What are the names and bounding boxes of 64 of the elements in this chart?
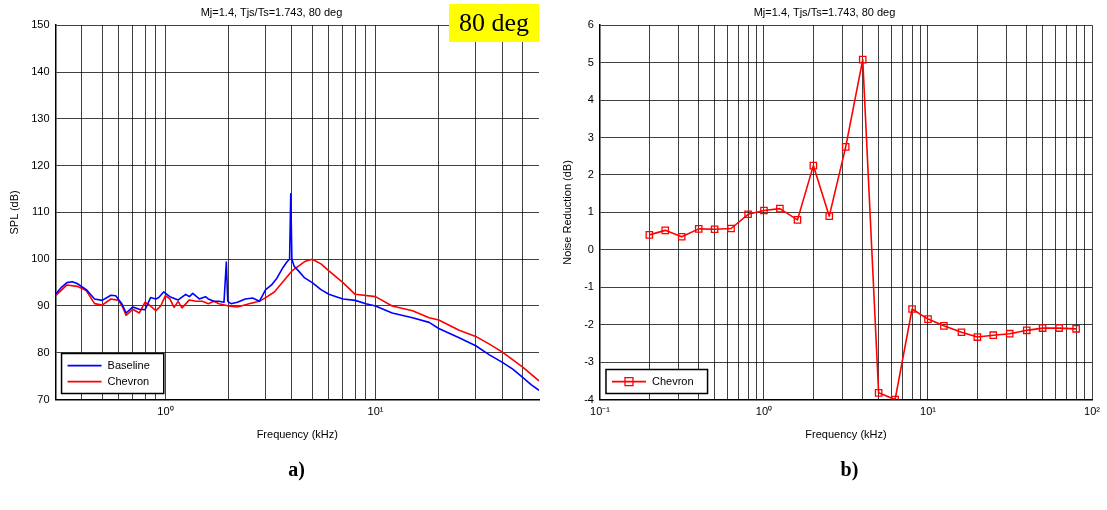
- x-tick-label: 10⁰: [755, 405, 773, 418]
- y-tick-label: 2: [587, 167, 594, 180]
- point: [776, 204, 784, 213]
- y-tick-label: 6: [587, 18, 594, 31]
- y-tick-label: 150: [31, 18, 50, 31]
- y-tick-label: 1: [587, 205, 594, 218]
- annotation: 80 deg: [448, 4, 539, 42]
- y-tick-label: -1: [584, 280, 594, 293]
- legend-label: Chevron: [651, 374, 694, 387]
- x-axis-title: Frequency (kHz): [805, 428, 887, 441]
- point: [940, 322, 948, 330]
- y-tick-label: 90: [37, 299, 50, 312]
- y-tick-label: 80: [37, 345, 50, 358]
- point: [1022, 326, 1031, 335]
- y-tick-label: 130: [31, 111, 50, 124]
- point: [1005, 329, 1014, 338]
- point: [694, 225, 703, 233]
- x-tick-label: 10¹: [920, 405, 937, 418]
- y-axis-title: SPL (dB): [7, 190, 20, 235]
- y-tick-label: 0: [587, 242, 594, 255]
- point: [727, 224, 735, 233]
- point: [924, 315, 932, 323]
- point: [677, 232, 686, 241]
- point: [908, 305, 916, 313]
- y-tick-label: 110: [32, 205, 50, 218]
- x-tick-label: 10⁻¹: [590, 405, 611, 418]
- point: [744, 210, 752, 219]
- y-tick-label: -3: [584, 355, 594, 368]
- y-tick-label: 4: [587, 93, 594, 106]
- point: [825, 212, 834, 220]
- legend-label: Chevron: [107, 374, 150, 387]
- text: a): [287, 458, 306, 481]
- point: [1038, 324, 1047, 332]
- point: [1072, 325, 1080, 333]
- point: [858, 55, 867, 64]
- y-tick-label: 100: [31, 252, 50, 265]
- x-axis-title: Frequency (kHz): [256, 428, 338, 441]
- x-tick-label: 10²: [1084, 405, 1101, 418]
- point: [760, 206, 768, 215]
- y-tick-label: -4: [584, 392, 594, 405]
- point: [1055, 324, 1063, 332]
- chart-title: Mj=1.4, Tjs/Ts=1.743, 80 deg: [200, 5, 343, 18]
- point: [645, 231, 654, 239]
- point: [809, 161, 818, 170]
- x-tick-label: 10⁰: [157, 405, 174, 418]
- point: [957, 328, 966, 337]
- x-tick-label: 10¹: [367, 405, 384, 418]
- y-tick-label: 5: [587, 55, 594, 68]
- point: [841, 143, 850, 151]
- text: b): [839, 458, 860, 481]
- y-tick-label: -2: [584, 317, 594, 330]
- y-tick-label: 120: [31, 158, 50, 171]
- y-tick-label: 3: [587, 130, 594, 143]
- point: [661, 226, 670, 235]
- legend-label: Baseline: [107, 358, 150, 371]
- chart-title: Mj=1.4, Tjs/Ts=1.743, 80 deg: [753, 5, 896, 18]
- y-tick-label: 140: [31, 65, 50, 78]
- point: [710, 225, 719, 234]
- point: [874, 389, 883, 397]
- point: [989, 331, 998, 340]
- y-tick-label: 70: [37, 392, 50, 405]
- point: [793, 216, 802, 224]
- point: [973, 333, 982, 341]
- y-axis-title: Noise Reduction (dB): [560, 160, 573, 265]
